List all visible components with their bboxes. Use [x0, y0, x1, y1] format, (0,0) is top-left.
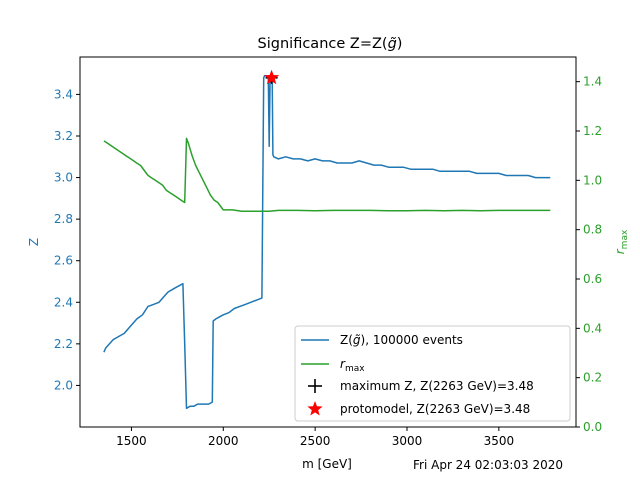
legend-entry-maximum: maximum Z, Z(2263 GeV)=3.48 [340, 379, 534, 393]
x-axis-label: m [GeV] [302, 457, 352, 471]
right-y-tick-label: 1.0 [583, 173, 602, 187]
x-tick-label: 3000 [392, 434, 423, 448]
chart-title-prefix: Significance Z=Z( [258, 36, 388, 52]
series-line-rmax [103, 137, 551, 212]
legend-swatch-protomodel [307, 401, 323, 416]
x-tick-label: 2000 [208, 434, 239, 448]
marker-protomodel [264, 69, 280, 85]
right-y-tick-label: 0.2 [583, 371, 602, 385]
legend-entry-z: Z(g̃), 100000 events [340, 333, 463, 347]
left-y-tick-label: 2.2 [54, 337, 73, 351]
left-y-tick-label: 3.2 [54, 129, 73, 143]
series-line-z [103, 74, 551, 410]
right-y-tick-label: 0.8 [583, 223, 602, 237]
x-axis-ticks: 1500 2000 2500 3000 3500 [116, 427, 514, 448]
right-y-tick-label: 1.2 [583, 124, 602, 138]
series-layer [103, 74, 551, 410]
right-y-tick-label: 0.4 [583, 321, 602, 335]
right-y-tick-label: 0.0 [583, 420, 602, 434]
legend-entry-z-symbol: g̃ [353, 333, 361, 347]
timestamp: Fri Apr 24 02:03:03 2020 [413, 458, 563, 472]
x-tick-label: 2500 [300, 434, 331, 448]
x-tick-label: 3500 [484, 434, 515, 448]
legend-entry-rmax-main: r [340, 357, 346, 371]
legend-entry-z-prefix: Z( [340, 333, 353, 347]
left-y-tick-label: 3.4 [54, 87, 73, 101]
legend-entry-z-suffix: ), 100000 events [361, 333, 463, 347]
right-y-axis-label: rmax [613, 229, 630, 254]
chart-title-symbol: g̃ [388, 36, 397, 52]
legend-swatch-maximum [308, 379, 322, 393]
chart-title: Significance Z=Z(g̃) [258, 36, 403, 52]
right-y-tick-label: 1.4 [583, 75, 602, 89]
left-y-tick-label: 2.0 [54, 378, 73, 392]
marker-layer [264, 69, 280, 85]
right-y-axis-label-main: r [613, 248, 627, 254]
legend: Z(g̃), 100000 events rmax maximum Z, Z(2… [294, 325, 571, 422]
legend-entry-rmax-sub: max [345, 364, 365, 374]
plot-frame [79, 56, 577, 428]
chart-title-suffix: ) [397, 36, 403, 52]
left-y-tick-label: 3.0 [54, 171, 73, 185]
left-y-tick-label: 2.4 [54, 295, 73, 309]
left-y-axis-label: Z [27, 238, 41, 246]
x-tick-label: 1500 [116, 434, 147, 448]
left-y-tick-label: 2.6 [54, 254, 73, 268]
legend-entry-protomodel: protomodel, Z(2263 GeV)=3.48 [340, 402, 530, 416]
left-y-axis-ticks: 2.0 2.2 2.4 2.6 2.8 3.0 3.2 3.4 [54, 87, 80, 392]
legend-frame [294, 325, 571, 422]
legend-entry-rmax: rmax [340, 357, 365, 374]
left-y-tick-label: 2.8 [54, 212, 73, 226]
right-y-tick-label: 0.6 [583, 272, 602, 286]
right-y-axis-label-sub: max [620, 229, 630, 249]
right-y-axis-ticks: 0.0 0.2 0.4 0.6 0.8 1.0 1.2 1.4 [576, 75, 602, 434]
